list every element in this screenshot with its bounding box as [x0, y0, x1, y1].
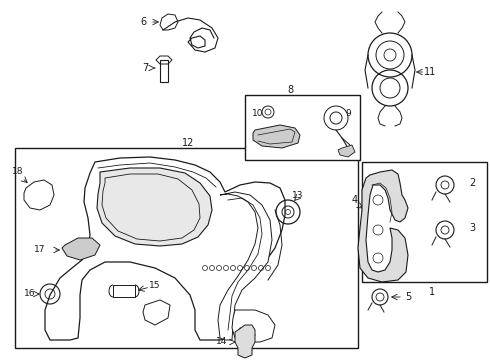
Polygon shape — [97, 168, 212, 246]
Polygon shape — [232, 310, 275, 342]
Polygon shape — [237, 328, 255, 342]
Text: 9: 9 — [345, 108, 351, 117]
Text: 7: 7 — [142, 63, 148, 73]
Polygon shape — [358, 170, 408, 282]
Text: 18: 18 — [12, 167, 24, 176]
Polygon shape — [45, 157, 285, 340]
Circle shape — [373, 195, 383, 205]
Text: 5: 5 — [405, 292, 411, 302]
Polygon shape — [62, 238, 100, 260]
Bar — [245, 95, 360, 160]
Text: 11: 11 — [424, 67, 436, 77]
Text: 6: 6 — [140, 17, 146, 27]
Text: 3: 3 — [469, 223, 475, 233]
Text: 17: 17 — [34, 246, 46, 255]
Text: 2: 2 — [469, 178, 475, 188]
Text: 14: 14 — [216, 338, 228, 346]
Text: 4: 4 — [352, 195, 358, 205]
Polygon shape — [218, 192, 272, 340]
Circle shape — [373, 225, 383, 235]
Polygon shape — [253, 125, 300, 148]
Bar — [160, 60, 168, 82]
Bar — [15, 148, 358, 348]
Text: 1: 1 — [429, 287, 435, 297]
Polygon shape — [235, 325, 255, 358]
Circle shape — [373, 253, 383, 263]
Text: 12: 12 — [182, 138, 194, 148]
Bar — [113, 285, 135, 297]
Bar — [362, 162, 487, 282]
Text: 8: 8 — [287, 85, 293, 95]
Polygon shape — [338, 145, 355, 157]
Text: 16: 16 — [24, 289, 36, 298]
Text: 15: 15 — [149, 280, 161, 289]
Text: 13: 13 — [292, 192, 304, 201]
Polygon shape — [102, 174, 200, 241]
Text: 10: 10 — [252, 108, 264, 117]
